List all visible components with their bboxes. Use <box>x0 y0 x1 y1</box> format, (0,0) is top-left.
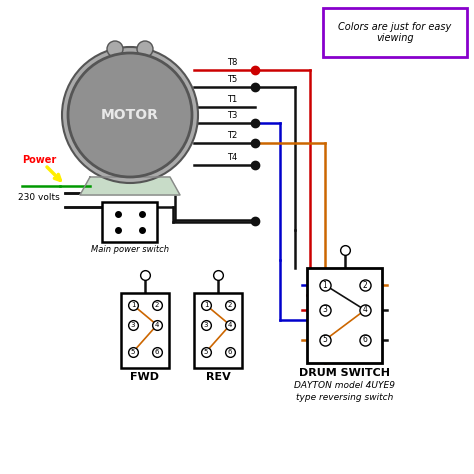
Circle shape <box>107 41 123 57</box>
FancyBboxPatch shape <box>323 8 467 57</box>
FancyBboxPatch shape <box>121 292 169 367</box>
Text: 3: 3 <box>323 306 328 315</box>
Text: 1: 1 <box>131 302 135 308</box>
Text: 4: 4 <box>228 322 232 328</box>
Text: 2: 2 <box>155 302 159 308</box>
Text: MOTOR: MOTOR <box>101 108 159 122</box>
Text: 4: 4 <box>155 322 159 328</box>
Circle shape <box>137 41 153 57</box>
Text: 2: 2 <box>363 281 367 290</box>
Text: 230 volts: 230 volts <box>18 193 60 202</box>
Text: REV: REV <box>206 372 230 382</box>
Text: 6: 6 <box>155 349 159 355</box>
Text: FWD: FWD <box>130 372 159 382</box>
Polygon shape <box>80 177 180 195</box>
Circle shape <box>68 53 192 177</box>
Text: 3: 3 <box>204 322 208 328</box>
Text: 6: 6 <box>228 349 232 355</box>
Text: 5: 5 <box>323 336 328 345</box>
FancyBboxPatch shape <box>308 267 383 363</box>
Text: T2: T2 <box>227 131 237 140</box>
FancyBboxPatch shape <box>194 292 242 367</box>
Text: 2: 2 <box>228 302 232 308</box>
Text: Colors are just for easy
viewing: Colors are just for easy viewing <box>338 22 452 43</box>
Text: 4: 4 <box>363 306 367 315</box>
Text: 1: 1 <box>204 302 208 308</box>
Text: T8: T8 <box>227 58 237 67</box>
Circle shape <box>62 47 198 183</box>
Text: 5: 5 <box>204 349 208 355</box>
Text: 3: 3 <box>131 322 135 328</box>
Text: DRUM SWITCH: DRUM SWITCH <box>300 368 391 379</box>
Text: T4: T4 <box>227 153 237 162</box>
Text: 1: 1 <box>323 281 328 290</box>
Text: T1: T1 <box>227 95 237 104</box>
Text: T3: T3 <box>227 111 237 120</box>
Text: T5: T5 <box>227 75 237 84</box>
Text: 5: 5 <box>131 349 135 355</box>
Text: Power: Power <box>22 155 56 165</box>
FancyBboxPatch shape <box>102 202 157 242</box>
Text: type reversing switch: type reversing switch <box>296 393 394 402</box>
Text: DAYTON model 4UYE9: DAYTON model 4UYE9 <box>294 382 395 391</box>
Text: Main power switch: Main power switch <box>91 245 169 254</box>
Text: 6: 6 <box>363 336 367 345</box>
